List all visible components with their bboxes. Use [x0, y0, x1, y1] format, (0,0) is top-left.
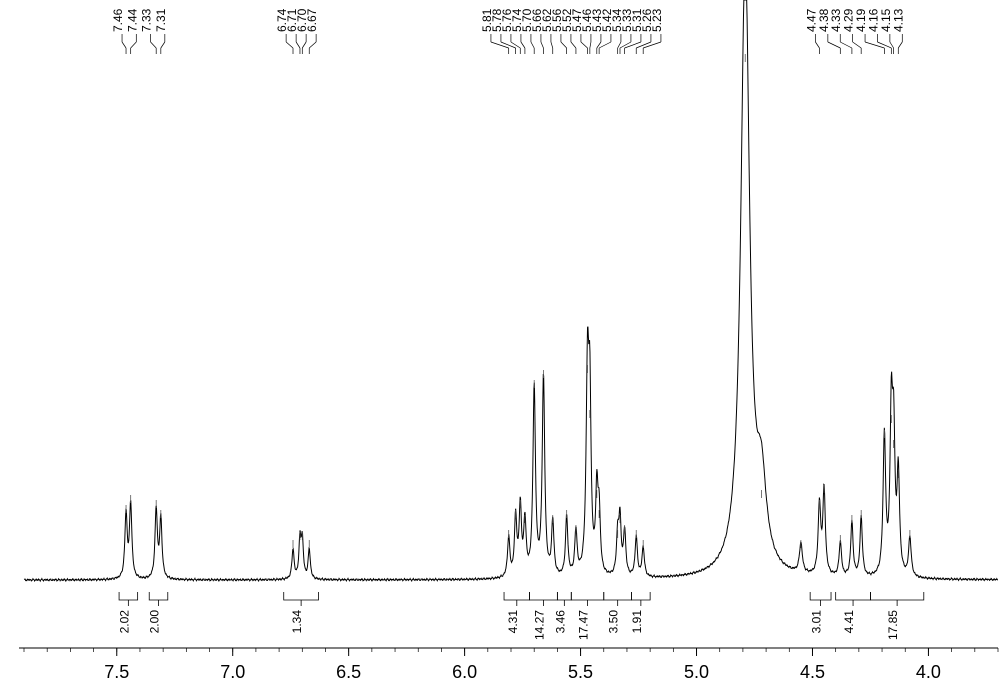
peak-label: 6.67	[305, 8, 319, 32]
x-tick-label: 6.0	[452, 662, 477, 682]
peak-label: 5.23	[650, 8, 664, 32]
integral-label: 17.47	[577, 610, 591, 640]
integral-label: 17.85	[886, 610, 900, 640]
x-tick-label: 5.5	[568, 662, 593, 682]
peak-label: 7.46	[111, 8, 125, 32]
peak-label: 4.13	[891, 8, 905, 32]
integral-label: 3.01	[810, 610, 824, 634]
peak-label: 7.33	[140, 8, 154, 32]
x-tick-label: 7.0	[220, 662, 245, 682]
x-tick-label: 4.5	[800, 662, 825, 682]
x-tick-label: 7.5	[104, 662, 129, 682]
x-tick-label: 4.0	[916, 662, 941, 682]
peak-label: 7.44	[125, 8, 139, 32]
x-tick-label: 5.0	[684, 662, 709, 682]
integral-label: 4.41	[842, 610, 856, 634]
integral-label: 3.46	[553, 610, 567, 634]
x-tick-label: 6.5	[336, 662, 361, 682]
nmr-spectrum-chart: 7.467.447.337.316.746.716.706.675.815.78…	[0, 0, 1000, 697]
integral-label: 3.50	[607, 610, 621, 634]
integral-label: 4.31	[506, 610, 520, 634]
integral-label: 1.91	[630, 610, 644, 634]
peak-label: 7.31	[154, 8, 168, 32]
integral-label: 2.02	[117, 610, 131, 634]
integral-label: 14.27	[532, 610, 546, 640]
integral-label: 2.00	[148, 610, 162, 634]
integral-label: 1.34	[290, 610, 304, 634]
